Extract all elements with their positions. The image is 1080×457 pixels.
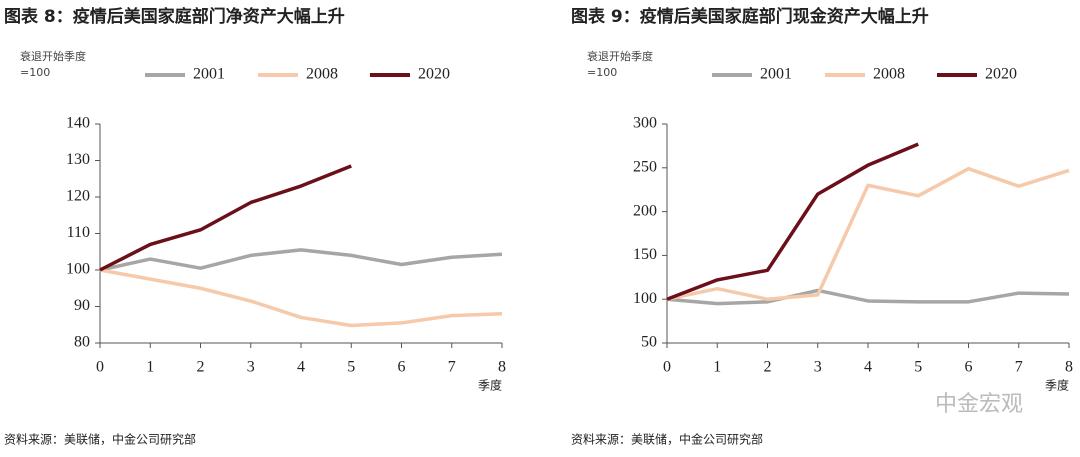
x-tick-label: 3	[814, 359, 822, 376]
y-axis-label: =100	[20, 66, 50, 79]
line-series	[99, 268, 503, 328]
chart-title: 图表 8：疫情后美国家庭部门净资产大幅上升	[4, 6, 345, 27]
line-series	[666, 142, 919, 301]
x-tick-label: 2	[197, 359, 205, 376]
x-tick-label: 0	[96, 359, 104, 376]
y-tick-label: 100	[66, 261, 90, 278]
x-tick-label: 0	[663, 359, 671, 376]
legend-label: 2008	[306, 66, 338, 83]
x-tick-label: 5	[914, 359, 922, 376]
y-tick-label: 200	[633, 202, 657, 219]
line-series	[99, 248, 503, 272]
line-series	[666, 288, 1070, 306]
legend-label: 2020	[985, 66, 1017, 83]
source: 资料来源：美联储，中金公司研究部	[571, 432, 763, 447]
y-tick-label: 110	[67, 224, 90, 241]
x-tick-label: 8	[498, 359, 506, 376]
x-axis-label: 季度	[1045, 378, 1069, 393]
legend-label: 2020	[418, 66, 450, 83]
y-tick-label: 100	[633, 290, 657, 307]
x-tick-label: 6	[398, 359, 406, 376]
x-tick-label: 1	[713, 359, 721, 376]
x-tick-label: 1	[146, 359, 154, 376]
y-tick-label: 150	[633, 246, 657, 263]
watermark: 中金宏观	[935, 392, 1023, 417]
chart-title: 图表 9：疫情后美国家庭部门现金资产大幅上升	[571, 6, 929, 27]
y-axis-label: =100	[587, 66, 617, 79]
line-series	[99, 164, 352, 272]
x-tick-label: 2	[764, 359, 772, 376]
line-series	[666, 166, 1070, 301]
source: 资料来源：美联储，中金公司研究部	[4, 432, 196, 447]
y-tick-label: 130	[66, 151, 90, 168]
y-axis-label: 衰退开始季度	[587, 49, 653, 63]
y-tick-label: 80	[74, 334, 90, 351]
y-tick-label: 300	[633, 115, 657, 132]
x-tick-label: 4	[864, 359, 872, 376]
y-tick-label: 90	[74, 297, 90, 314]
x-tick-label: 7	[1015, 359, 1023, 376]
y-tick-label: 50	[641, 334, 657, 351]
x-tick-label: 6	[965, 359, 973, 376]
x-axis-label: 季度	[478, 378, 502, 393]
y-axis-label: 衰退开始季度	[20, 49, 86, 63]
legend-label: 2008	[873, 66, 905, 83]
y-tick-label: 250	[633, 158, 657, 175]
x-tick-label: 3	[247, 359, 255, 376]
x-tick-label: 4	[297, 359, 305, 376]
y-tick-label: 140	[66, 115, 90, 132]
x-tick-label: 8	[1065, 359, 1073, 376]
y-tick-label: 120	[66, 188, 90, 205]
x-tick-label: 5	[347, 359, 355, 376]
legend-label: 2001	[193, 66, 225, 83]
x-tick-label: 7	[448, 359, 456, 376]
legend-label: 2001	[760, 66, 792, 83]
